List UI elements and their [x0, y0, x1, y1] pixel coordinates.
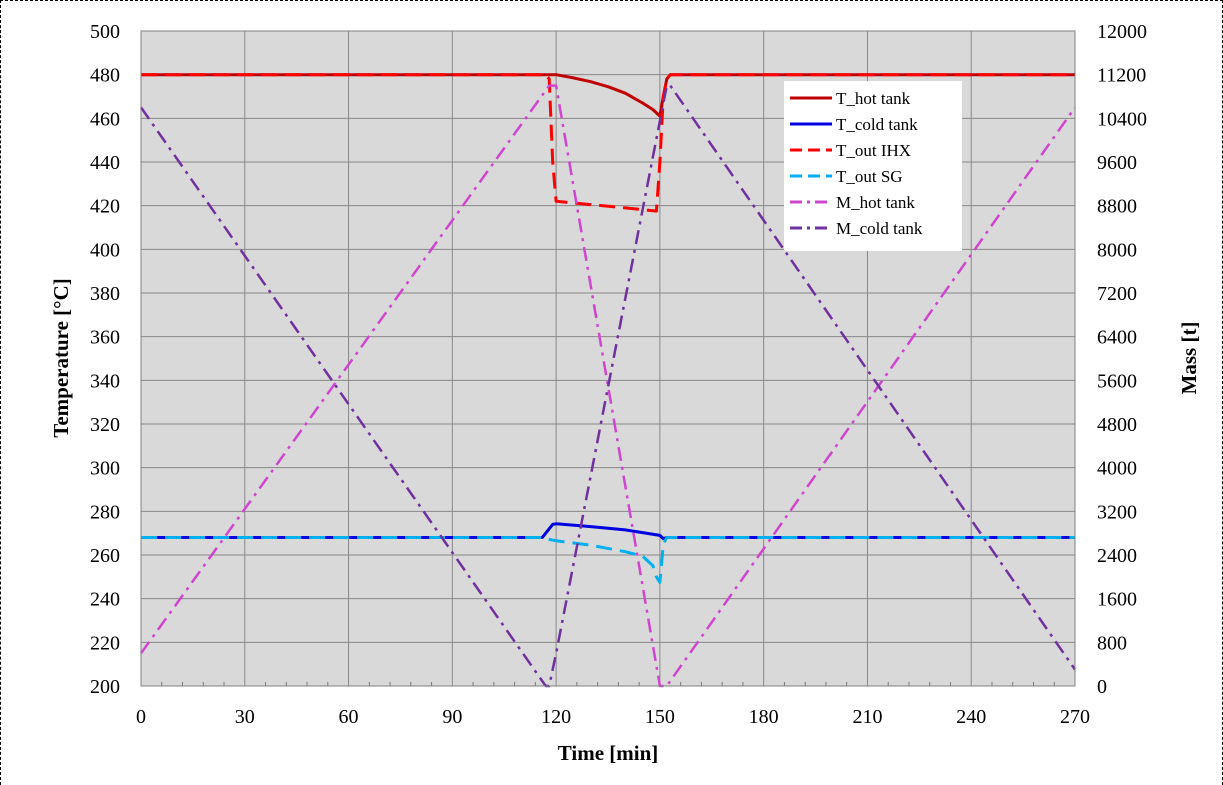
- y-tick-label: 460: [90, 108, 120, 130]
- legend-box: [784, 81, 962, 251]
- y2-tick-label: 11200: [1097, 65, 1146, 87]
- series-lines: [139, 30, 1077, 688]
- y-axis-title: Temperature [°C]: [49, 278, 73, 437]
- y-tick-label: 220: [90, 632, 120, 654]
- y2-tick-label: 1600: [1097, 589, 1137, 611]
- x-tick-label: 270: [1060, 706, 1090, 728]
- y2-tick-label: 8000: [1097, 239, 1137, 261]
- legend-label: T_hot tank: [836, 89, 911, 108]
- y-tick-label: 480: [90, 65, 120, 87]
- y2-tick-label: 8800: [1097, 196, 1137, 218]
- y2-tick-label: 5600: [1097, 370, 1137, 392]
- legend: T_hot tank T_cold tank T_out IHX T_out SG M_…: [784, 81, 962, 251]
- y-tick-label: 280: [90, 501, 120, 523]
- y2-tick-label: 7200: [1097, 283, 1137, 305]
- y2-tick-label: 2400: [1097, 545, 1137, 567]
- y-tick-label: 440: [90, 152, 120, 174]
- y-tick-label: 400: [90, 239, 120, 261]
- plot-border: [140, 30, 1076, 687]
- x-tick-label: 90: [442, 706, 462, 728]
- legend-label: T_cold tank: [836, 115, 918, 134]
- series-line-m-hot-tank: [139, 84, 1077, 688]
- x-tick-label: 210: [852, 706, 882, 728]
- series-line-t-hot-tank: [141, 73, 1075, 118]
- y2-tick-label: 9600: [1097, 152, 1137, 174]
- y-tick-label: 300: [90, 458, 120, 480]
- legend-label: T_out SG: [836, 167, 903, 186]
- x-axis-title: Time [min]: [558, 741, 659, 765]
- y-tick-label: 500: [90, 21, 120, 43]
- y2-tick-label: 0: [1097, 676, 1107, 698]
- y2-tick-label: 800: [1097, 632, 1127, 654]
- y2-tick-label: 10400: [1097, 108, 1147, 130]
- legend-label: M_hot tank: [836, 193, 915, 212]
- y-tick-label: 240: [90, 589, 120, 611]
- y-tick-label: 380: [90, 283, 120, 305]
- y2-axis-title: Mass [t]: [1177, 322, 1201, 395]
- y-tick-label: 320: [90, 414, 120, 436]
- x-tick-label: 30: [235, 706, 255, 728]
- x-tick-label: 120: [541, 706, 571, 728]
- y-tick-label: 360: [90, 327, 120, 349]
- y2-tick-label: 4800: [1097, 414, 1137, 436]
- series-line-t-cold-tank: [141, 522, 1075, 541]
- x-tick-label: 180: [749, 706, 779, 728]
- y2-tick-label: 12000: [1097, 21, 1147, 43]
- y-tick-label: 260: [90, 545, 120, 567]
- y2-tick-label: 4000: [1097, 458, 1137, 480]
- x-tick-label: 60: [339, 706, 359, 728]
- legend-label: M_cold tank: [836, 219, 923, 238]
- series-line-t-out-ihx: [141, 73, 1075, 213]
- x-tick-label: 0: [136, 706, 146, 728]
- y2-tick-label: 6400: [1097, 327, 1137, 349]
- y-tick-label: 340: [90, 370, 120, 392]
- x-tick-label: 240: [956, 706, 986, 728]
- x-tick-label: 150: [645, 706, 675, 728]
- y-tick-label: 420: [90, 196, 120, 218]
- y2-tick-label: 3200: [1097, 501, 1137, 523]
- tick-labels: 0 30 60 90 120 150 180 210 240 270 200 220 240 260 280…: [90, 21, 1147, 728]
- y-tick-label: 200: [90, 676, 120, 698]
- legend-label: T_out IHX: [836, 141, 911, 160]
